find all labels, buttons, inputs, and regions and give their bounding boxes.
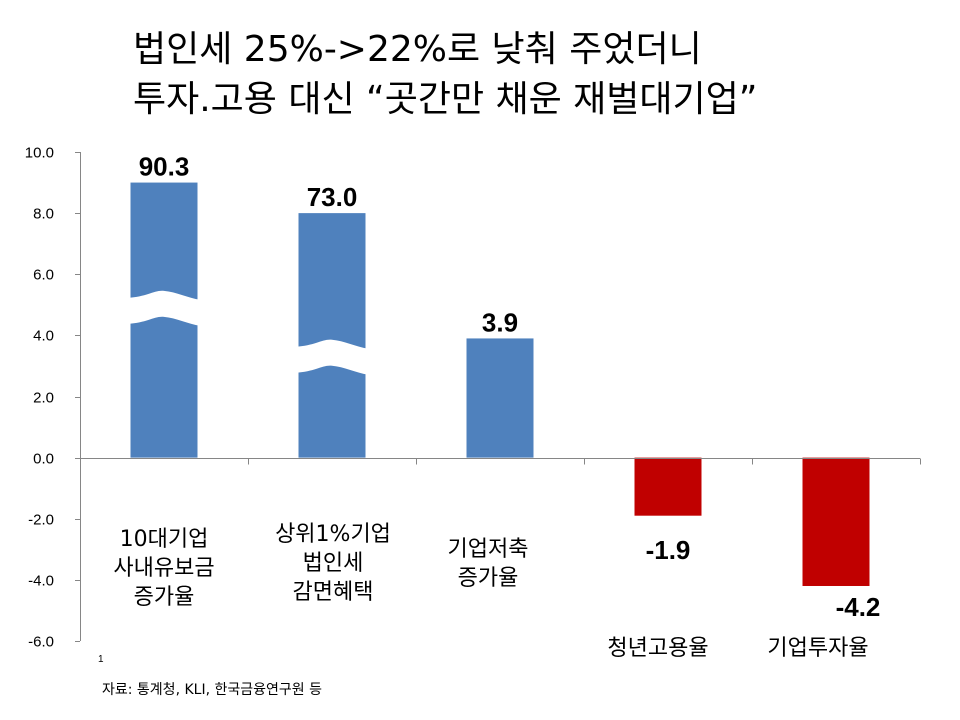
bars-layer [130,182,870,586]
bar-3 [466,338,534,458]
category-label-5: 기업투자율 [767,636,868,661]
category-label-line: 기업저축 [448,537,529,562]
y-tick-label: 10.0 [25,145,54,162]
value-label-5: -4.2 [836,592,881,622]
value-label-4: -1.9 [646,535,691,565]
axis-breaks-layer [127,290,369,375]
value-label-3: 3.9 [482,307,518,337]
source-note: 자료: 통계청, KLI, 한국금융연구원 등 [102,682,322,698]
axes-layer [75,152,921,642]
axis-break-mark [295,339,369,375]
y-tick-label: -4.0 [28,573,54,590]
category-label-line: 사내유보금 [113,556,214,581]
category-label-line: 상위1%기업 [275,522,391,547]
slide-number: 1 [98,654,104,665]
y-tick-label: 6.0 [33,267,54,284]
y-tick-label: 0.0 [33,451,54,468]
bar-5 [802,457,870,586]
bar-4 [634,457,702,516]
y-tick-label: 8.0 [33,206,54,223]
y-tick-label: 4.0 [33,328,54,345]
category-label-line: 증가율 [134,585,195,610]
value-label-2: 73.0 [307,182,358,212]
category-label-line: 법인세 [303,551,364,576]
category-label-line: 10대기업 [120,527,209,552]
axis-break-mark [127,290,201,326]
bar-2 [298,213,366,458]
value-label-1: 90.3 [139,152,190,182]
y-tick-label: -2.0 [28,512,54,529]
y-tick-label: -6.0 [28,634,54,651]
category-label-line: 기업투자율 [767,636,868,661]
chart-title: 법인세 25%->22%로 낮춰 주었더니 투자.고용 대신 “곳간만 채운 재… [133,25,757,125]
title-line-2: 투자.고용 대신 “곳간만 채운 재벌대기업” [133,79,758,120]
category-label-line: 증가율 [458,566,519,591]
category-label-4: 청년고용율 [607,636,708,661]
category-label-line: 감면혜택 [293,580,374,605]
title-line-1: 법인세 25%->22%로 낮춰 주었더니 [133,29,702,70]
category-label-line: 청년고용율 [607,636,708,661]
y-tick-label: 2.0 [33,390,54,407]
